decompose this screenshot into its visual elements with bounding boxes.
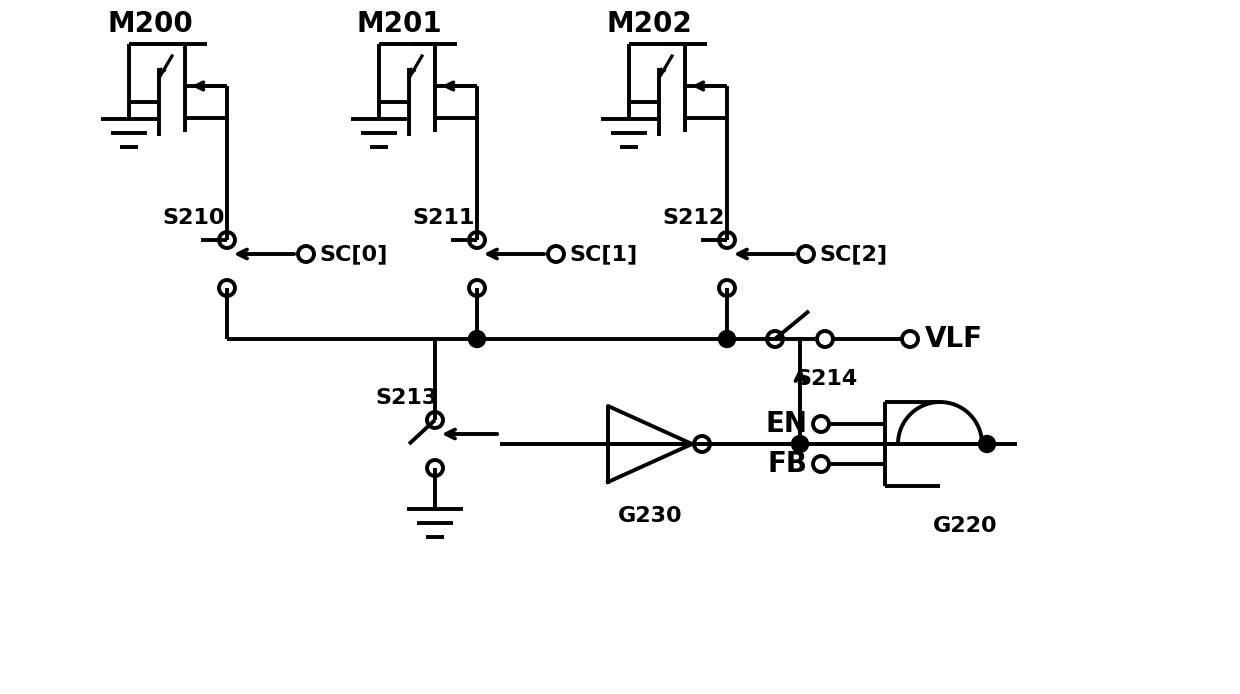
Text: SC[0]: SC[0] <box>319 244 387 264</box>
Text: VLF: VLF <box>925 325 983 353</box>
Text: G220: G220 <box>932 516 997 536</box>
Text: SC[2]: SC[2] <box>818 244 887 264</box>
Circle shape <box>978 436 996 452</box>
Text: S213: S213 <box>374 388 438 408</box>
Text: S214: S214 <box>795 369 857 389</box>
Circle shape <box>469 330 486 348</box>
Circle shape <box>718 330 735 348</box>
Text: M201: M201 <box>357 10 443 38</box>
Text: M202: M202 <box>608 10 693 38</box>
Text: M200: M200 <box>107 10 192 38</box>
Circle shape <box>791 436 808 452</box>
Text: FB: FB <box>768 450 808 478</box>
Text: S212: S212 <box>662 208 724 228</box>
Text: S210: S210 <box>162 208 224 228</box>
Text: S211: S211 <box>412 208 475 228</box>
Text: EN: EN <box>766 410 808 438</box>
Text: G230: G230 <box>618 506 682 526</box>
Text: SC[1]: SC[1] <box>569 244 637 264</box>
